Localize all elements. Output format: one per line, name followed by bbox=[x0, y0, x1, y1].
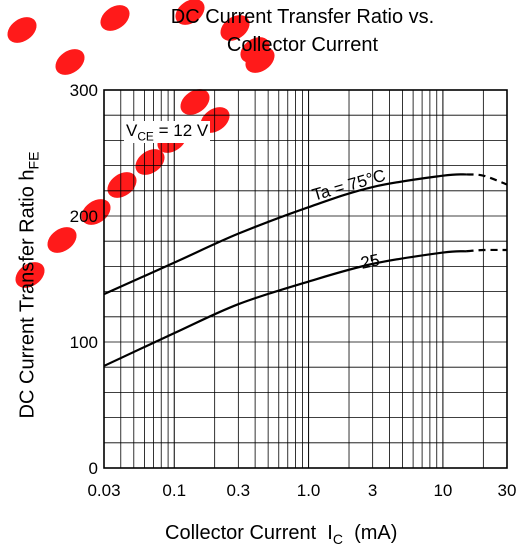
y-axis-label: DC Current Transfer Ratio hFE bbox=[17, 152, 42, 419]
watermark-blob bbox=[175, 0, 205, 25]
y-tick-label: 100 bbox=[70, 333, 98, 352]
condition-prefix: V bbox=[126, 121, 138, 140]
condition-label: VCE = 12 V bbox=[124, 121, 211, 144]
series-dashed-line-1 bbox=[466, 248, 508, 253]
condition-subscript: CE bbox=[137, 129, 154, 144]
x-tick-label: 0.1 bbox=[162, 481, 186, 500]
chart-title-line-2: Collector Current bbox=[226, 34, 379, 56]
watermark-blob bbox=[100, 5, 130, 31]
y-axis-label-text: DC Current Transfer Ratio bbox=[16, 186, 39, 419]
watermark-blob bbox=[135, 149, 165, 175]
series-dashed-line-0 bbox=[466, 173, 508, 186]
x-axis-label: Collector Current IC (mA) bbox=[165, 522, 397, 547]
series-line-1 bbox=[103, 250, 467, 367]
y-tick-label: 300 bbox=[70, 81, 98, 100]
x-tick-label: 0.03 bbox=[87, 481, 120, 500]
x-axis-symbol: I bbox=[327, 522, 333, 544]
x-axis-subscript: C bbox=[332, 531, 343, 547]
watermark-blob bbox=[107, 172, 137, 198]
x-tick-label: 3 bbox=[368, 481, 377, 500]
y-tick-label: 200 bbox=[70, 207, 98, 226]
x-tick-label: 1.0 bbox=[297, 481, 321, 500]
watermark-blob bbox=[15, 262, 45, 288]
watermark-blob bbox=[55, 49, 85, 75]
series-line-0 bbox=[103, 173, 467, 296]
watermark-blob bbox=[7, 17, 37, 43]
y-axis-symbol: h bbox=[16, 169, 39, 181]
watermark-blob bbox=[47, 227, 77, 253]
watermark-blob bbox=[245, 47, 275, 73]
x-tick-label: 10 bbox=[433, 481, 452, 500]
x-tick-label: 0.3 bbox=[227, 481, 251, 500]
x-axis-label-text: Collector Current bbox=[165, 522, 317, 544]
y-axis-subscript: FE bbox=[25, 151, 42, 170]
condition-value: = 12 V bbox=[153, 121, 209, 140]
plot-frame bbox=[103, 89, 508, 469]
y-tick-label: 0 bbox=[89, 459, 98, 478]
watermark-blob bbox=[220, 15, 250, 41]
chart-title-line-1: DC Current Transfer Ratio vs. bbox=[170, 6, 435, 28]
watermark-blob bbox=[180, 89, 210, 115]
series-label-1: 25 bbox=[359, 250, 381, 273]
x-axis-unit: (mA) bbox=[354, 522, 398, 544]
x-tick-label: 30 bbox=[498, 481, 517, 500]
